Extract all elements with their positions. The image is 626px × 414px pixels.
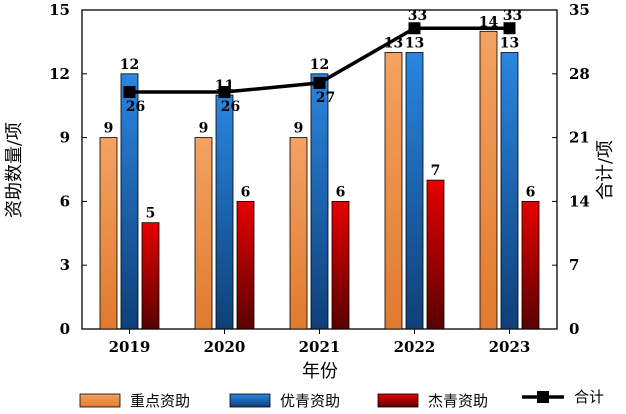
total-data-label: 26 xyxy=(221,99,240,115)
bar-data-label: 13 xyxy=(500,36,519,52)
bar xyxy=(194,137,213,330)
legend-swatch xyxy=(79,393,121,408)
x-tick-label: 2019 xyxy=(109,338,151,356)
total-line-marker xyxy=(503,22,516,35)
x-axis-title: 年份 xyxy=(302,361,338,382)
bar-data-label: 5 xyxy=(146,206,156,222)
bar xyxy=(215,94,234,330)
bar-data-label: 6 xyxy=(336,184,346,200)
total-line-marker xyxy=(408,22,421,35)
bar xyxy=(289,137,308,330)
x-axis-ticks: 2019 2020 2021 2022 2023 xyxy=(109,329,531,356)
bar-data-label: 6 xyxy=(241,184,251,200)
total-data-label: 27 xyxy=(316,90,335,106)
bar xyxy=(384,52,403,330)
bar xyxy=(236,200,255,330)
total-data-label: 33 xyxy=(503,8,522,24)
legend-label: 杰青资助 xyxy=(428,392,488,410)
bar-data-label: 13 xyxy=(405,36,424,52)
bar-data-label: 14 xyxy=(479,14,499,30)
legend-swatch xyxy=(377,393,419,408)
bars-layer xyxy=(99,30,540,330)
y-axis-title: 资助数量/项 xyxy=(4,122,25,218)
total-line-layer xyxy=(123,22,516,99)
bar xyxy=(99,137,118,330)
y2-tick-label: 35 xyxy=(569,1,590,19)
legend: 重点资助 优青资助 杰青资助 合计 xyxy=(79,388,604,410)
y-tick-label: 0 xyxy=(60,320,70,338)
y2-axis-title: 合计/项 xyxy=(595,140,616,200)
legend-label: 优青资助 xyxy=(280,392,340,410)
legend-label: 合计 xyxy=(574,388,604,406)
bar-data-label: 9 xyxy=(104,121,114,137)
bar xyxy=(405,52,424,330)
bar xyxy=(521,200,540,330)
bar-data-label: 7 xyxy=(431,163,441,179)
x-tick-label: 2023 xyxy=(489,338,531,356)
total-line-marker xyxy=(218,86,231,99)
legend-label: 重点资助 xyxy=(130,392,190,410)
total-line-marker xyxy=(313,76,326,89)
bar xyxy=(500,52,519,330)
legend-line-marker xyxy=(537,391,549,403)
y-tick-label: 15 xyxy=(49,1,70,19)
bar-data-label: 12 xyxy=(120,57,139,73)
bar-data-label: 6 xyxy=(526,184,536,200)
bar xyxy=(331,200,350,330)
x-tick-label: 2020 xyxy=(204,338,246,356)
bar-data-label: 9 xyxy=(199,121,209,137)
y2-tick-label: 21 xyxy=(569,129,590,147)
bar-data-label: 11 xyxy=(215,78,234,94)
bar xyxy=(426,179,445,330)
total-data-label: 33 xyxy=(408,8,427,24)
y2-tick-label: 14 xyxy=(569,192,590,210)
x-tick-label: 2021 xyxy=(299,338,341,356)
y-tick-label: 6 xyxy=(60,192,70,210)
legend-swatch xyxy=(229,393,271,408)
y2-tick-label: 0 xyxy=(569,320,579,338)
total-data-label: 26 xyxy=(126,99,145,115)
total-line-marker xyxy=(123,86,136,99)
bar xyxy=(310,73,329,330)
bar xyxy=(141,222,160,330)
x-tick-label: 2022 xyxy=(394,338,436,356)
y-tick-label: 3 xyxy=(60,256,70,274)
bar-data-label: 9 xyxy=(294,121,304,137)
y-tick-label: 12 xyxy=(49,65,70,83)
y-axis-left-ticks: 0 3 6 9 12 15 xyxy=(49,1,87,338)
bar-data-label: 13 xyxy=(384,36,403,52)
y2-tick-label: 28 xyxy=(569,65,590,83)
y-tick-label: 9 xyxy=(60,129,70,147)
y-axis-right-ticks: 0 7 14 21 28 35 xyxy=(552,1,590,338)
bar xyxy=(479,30,498,330)
bar-data-label: 12 xyxy=(310,57,329,73)
y2-tick-label: 7 xyxy=(569,256,579,274)
